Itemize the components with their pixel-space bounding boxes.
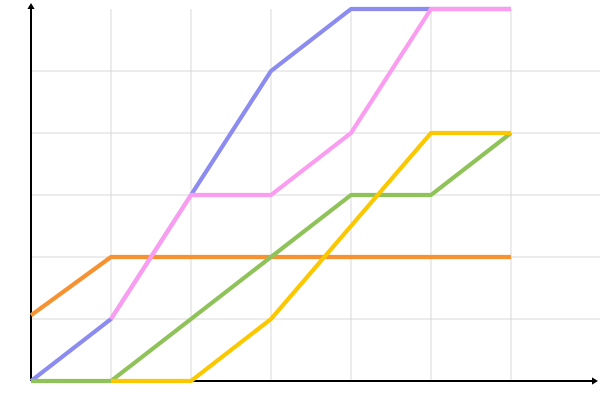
series-line-orange <box>29 254 511 317</box>
chart-axes <box>27 3 598 385</box>
x-axis-arrow-icon <box>592 377 598 385</box>
y-axis-arrow-icon <box>27 3 35 9</box>
horizontal-gridlines <box>31 70 600 320</box>
series-line-purple <box>29 6 511 383</box>
data-series-group <box>29 6 513 384</box>
series-line-yellow <box>111 130 511 384</box>
series-line-pink <box>109 6 511 321</box>
series-line-green <box>31 131 513 384</box>
